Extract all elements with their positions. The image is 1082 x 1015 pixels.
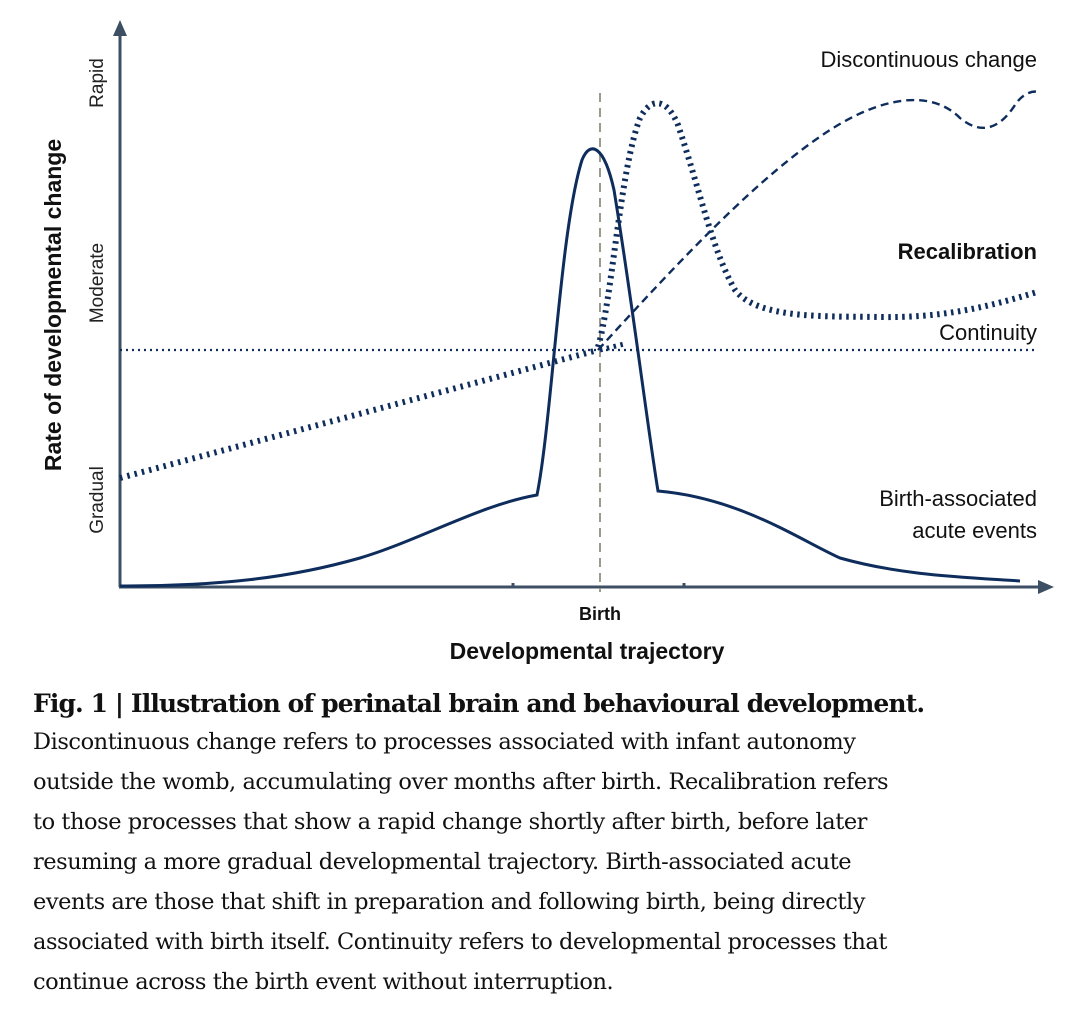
y-label-rapid: Rapid [87, 58, 108, 108]
label-discontinuous-change: Discontinuous change [821, 47, 1037, 72]
caption-line: resuming a more gradual developmental tr… [33, 849, 852, 875]
label-continuity: Continuity [939, 320, 1037, 345]
label-recalibration: Recalibration [898, 239, 1037, 264]
caption-line: to those processes that show a rapid cha… [33, 809, 867, 835]
y-label-moderate: Moderate [87, 243, 108, 323]
x-axis-title: Developmental trajectory [450, 638, 725, 664]
axes [113, 20, 1054, 594]
caption-line: continue across the birth event without … [33, 969, 614, 995]
caption-line: associated with birth itself. Continuity… [33, 929, 887, 955]
caption-body: Discontinuous change refers to processes… [33, 722, 1063, 1002]
caption-line: events are those that shift in preparati… [33, 889, 865, 915]
caption-title: Fig. 1 | Illustration of perinatal brain… [33, 689, 925, 718]
caption-line: Discontinuous change refers to processes… [33, 729, 856, 755]
caption-line: outside the womb, accumulating over mont… [33, 769, 889, 795]
x-axis-arrow [1038, 580, 1054, 594]
y-label-gradual: Gradual [87, 466, 108, 534]
pre-birth-trajectory [119, 347, 599, 481]
birth-label: Birth [579, 604, 621, 624]
label-acute-events-line1: Birth-associated [879, 486, 1037, 511]
figure-caption: Fig. 1 | Illustration of perinatal brain… [33, 686, 1063, 1002]
y-axis-title: Rate of developmental change [40, 139, 66, 471]
acute-events-curve [119, 147, 1021, 588]
label-acute-events-line2: acute events [912, 518, 1037, 543]
perinatal-development-diagram: Rate of developmental change Rapid Moder… [40, 20, 1054, 664]
y-axis-arrow [113, 20, 127, 36]
discontinuous-change-curve [597, 90, 1041, 351]
